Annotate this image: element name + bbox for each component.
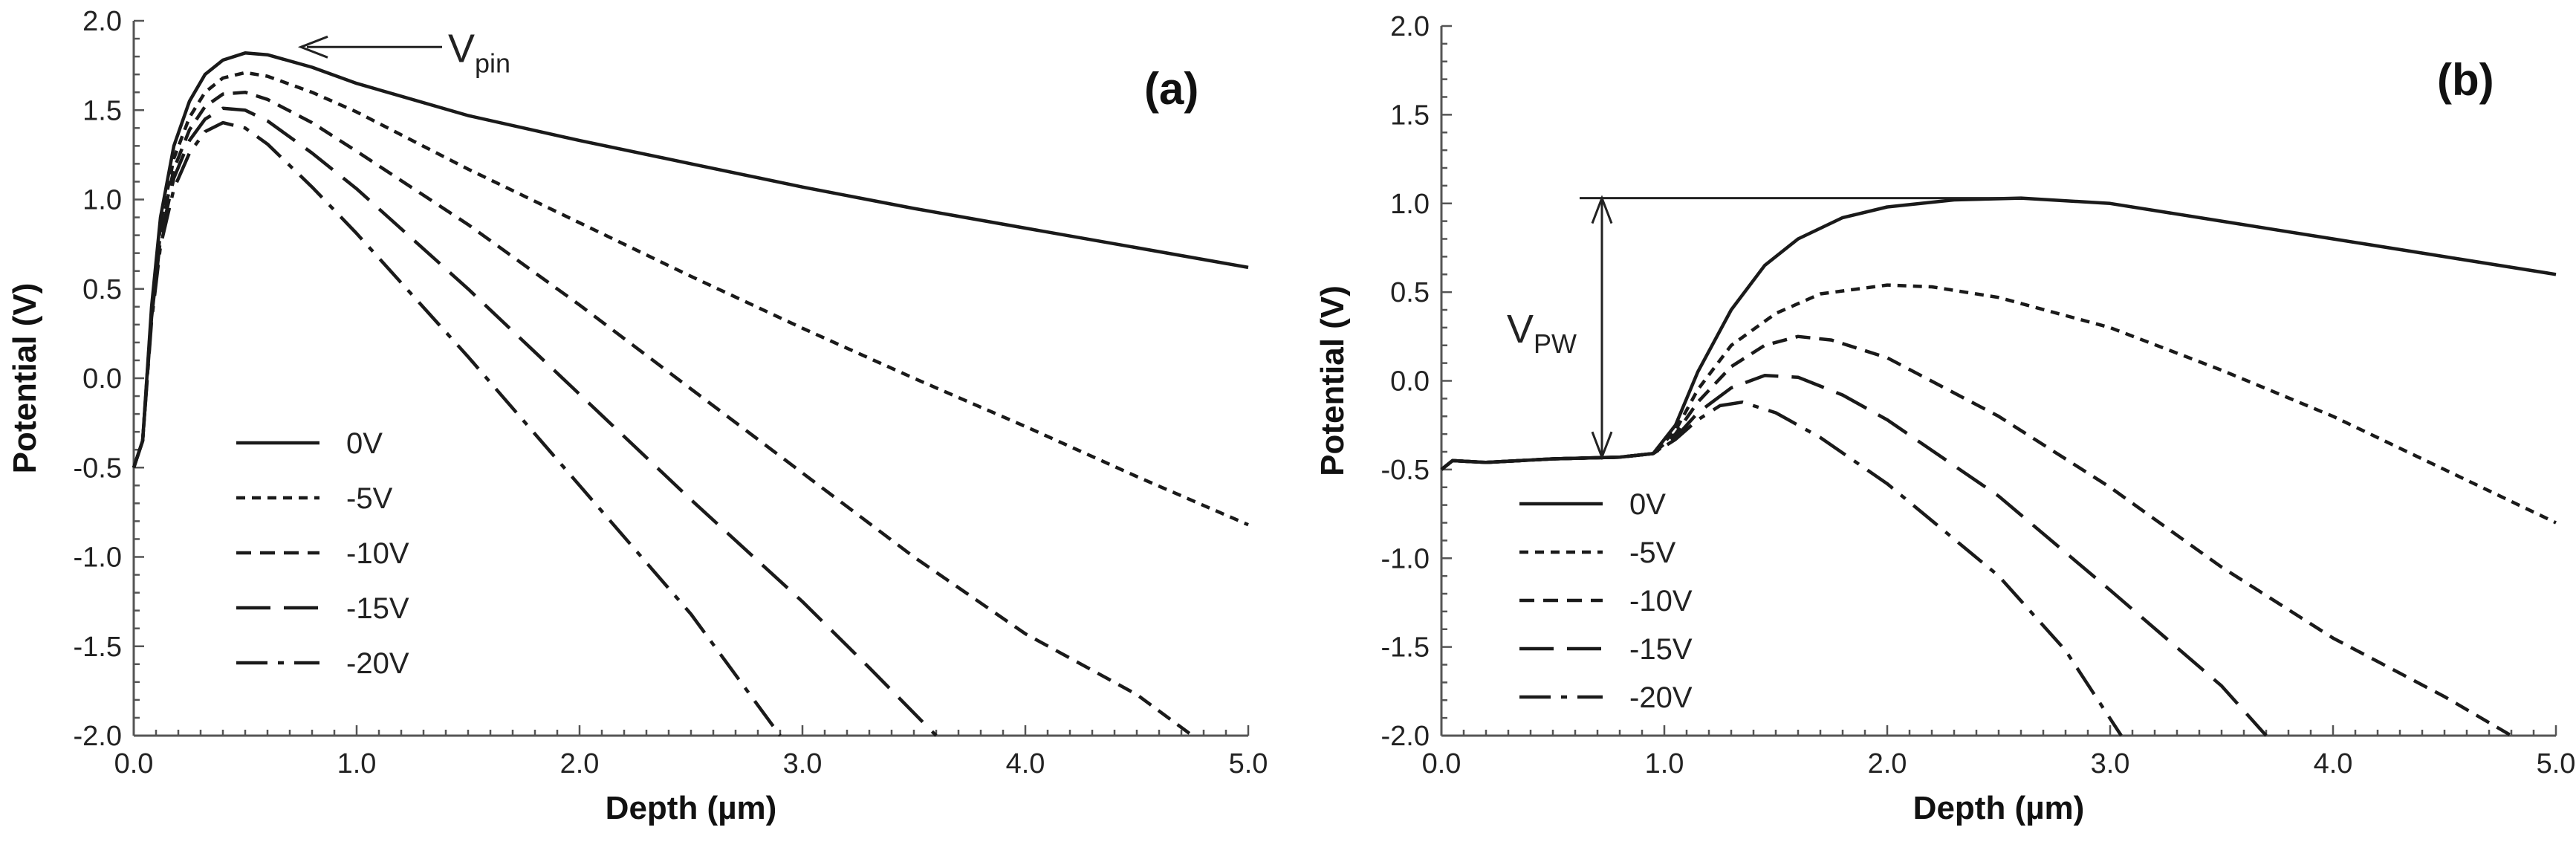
panel-a: 0.0 1.0 2.0 3.0 4.0 5.0 2.0 1.5 1.0 0.5 0.0 -0.5 -1.… bbox=[7, 6, 1268, 826]
y-tick-label: 1.0 bbox=[1390, 189, 1430, 220]
panel-label: (b) bbox=[2437, 55, 2494, 105]
y-tick-label: 2.0 bbox=[82, 6, 122, 37]
y-tick-label: -0.5 bbox=[1381, 455, 1430, 486]
x-tick-label: 5.0 bbox=[1229, 748, 1268, 779]
vpw-label: VPW bbox=[1507, 307, 1577, 359]
y-axis-title: Potential (V) bbox=[1314, 285, 1351, 476]
legend-label: -15V bbox=[1629, 633, 1693, 666]
legend-label: -20V bbox=[1629, 681, 1693, 714]
y-tick-label: -2.0 bbox=[1381, 721, 1430, 752]
series-line--10V bbox=[1440, 334, 2513, 737]
x-tick-label: 4.0 bbox=[1006, 748, 1045, 779]
y-tick-label: 0.0 bbox=[82, 363, 122, 395]
y-tick-label: -1.0 bbox=[1381, 543, 1430, 574]
legend-label: 0V bbox=[346, 427, 383, 460]
x-tick-label: 0.0 bbox=[114, 748, 154, 779]
y-tick-label: -2.0 bbox=[74, 721, 122, 752]
vpin-label: Vpin bbox=[448, 26, 510, 78]
x-tick-label: 3.0 bbox=[783, 748, 823, 779]
x-axis-title: Depth (µm) bbox=[1913, 790, 2085, 826]
y-tick-label: -1.5 bbox=[1381, 632, 1430, 664]
x-tick-label: 4.0 bbox=[2314, 748, 2353, 779]
x-tick-label: 2.0 bbox=[560, 748, 600, 779]
x-tick-label: 1.0 bbox=[1645, 748, 1684, 779]
legend: 0V -5V -10V -15V -20V bbox=[1519, 488, 1693, 714]
x-axis-title: Depth (µm) bbox=[606, 790, 777, 826]
y-tick-label: 1.0 bbox=[82, 185, 122, 216]
legend-label: -15V bbox=[346, 592, 409, 625]
series-line--5V bbox=[132, 71, 1249, 527]
series-line--15V bbox=[1440, 374, 2268, 737]
panel-label: (a) bbox=[1144, 64, 1198, 114]
x-tick-label: 1.0 bbox=[337, 748, 377, 779]
x-tick-label: 0.0 bbox=[1422, 748, 1461, 779]
series-line--20V bbox=[132, 120, 782, 737]
legend-label: -10V bbox=[1629, 585, 1693, 617]
legend-label: -5V bbox=[346, 482, 393, 515]
panel-b: 0.0 1.0 2.0 3.0 4.0 5.0 2.0 1.5 1.0 0.5 0.0 -0.5 -1.… bbox=[1314, 11, 2575, 826]
legend-label: 0V bbox=[1629, 488, 1666, 521]
legend-label: -10V bbox=[346, 537, 409, 570]
y-tick-label: 1.5 bbox=[82, 95, 122, 126]
legend-label: -20V bbox=[346, 647, 409, 680]
x-tick-label: 5.0 bbox=[2537, 748, 2576, 779]
y-tick-label: 1.5 bbox=[1390, 100, 1430, 131]
series-line--10V bbox=[132, 90, 1194, 737]
y-axis-title: Potential (V) bbox=[7, 283, 43, 474]
series-line--20V bbox=[1440, 400, 2123, 737]
legend-label: -5V bbox=[1629, 537, 1676, 569]
y-tick-label: 2.0 bbox=[1390, 11, 1430, 42]
y-tick-label: -0.5 bbox=[74, 453, 122, 484]
y-tick-label: -1.0 bbox=[74, 542, 122, 574]
legend: 0V -5V -10V -15V -20V bbox=[236, 427, 409, 680]
series-line-0V bbox=[132, 51, 1249, 469]
minor-ticks bbox=[1440, 25, 2557, 737]
minor-ticks bbox=[132, 19, 1250, 737]
y-tick-label: 0.0 bbox=[1390, 366, 1430, 398]
series-line--5V bbox=[1440, 283, 2557, 525]
y-tick-label: -1.5 bbox=[74, 632, 122, 663]
x-tick-label: 3.0 bbox=[2091, 748, 2130, 779]
vpw-annotation: VPW bbox=[1507, 195, 2021, 461]
y-tick-label: 0.5 bbox=[82, 274, 122, 305]
y-tick-label: 0.5 bbox=[1390, 277, 1430, 308]
x-tick-label: 2.0 bbox=[1868, 748, 1907, 779]
series-line-0V bbox=[1440, 196, 2557, 471]
vpin-annotation: Vpin bbox=[297, 26, 510, 78]
